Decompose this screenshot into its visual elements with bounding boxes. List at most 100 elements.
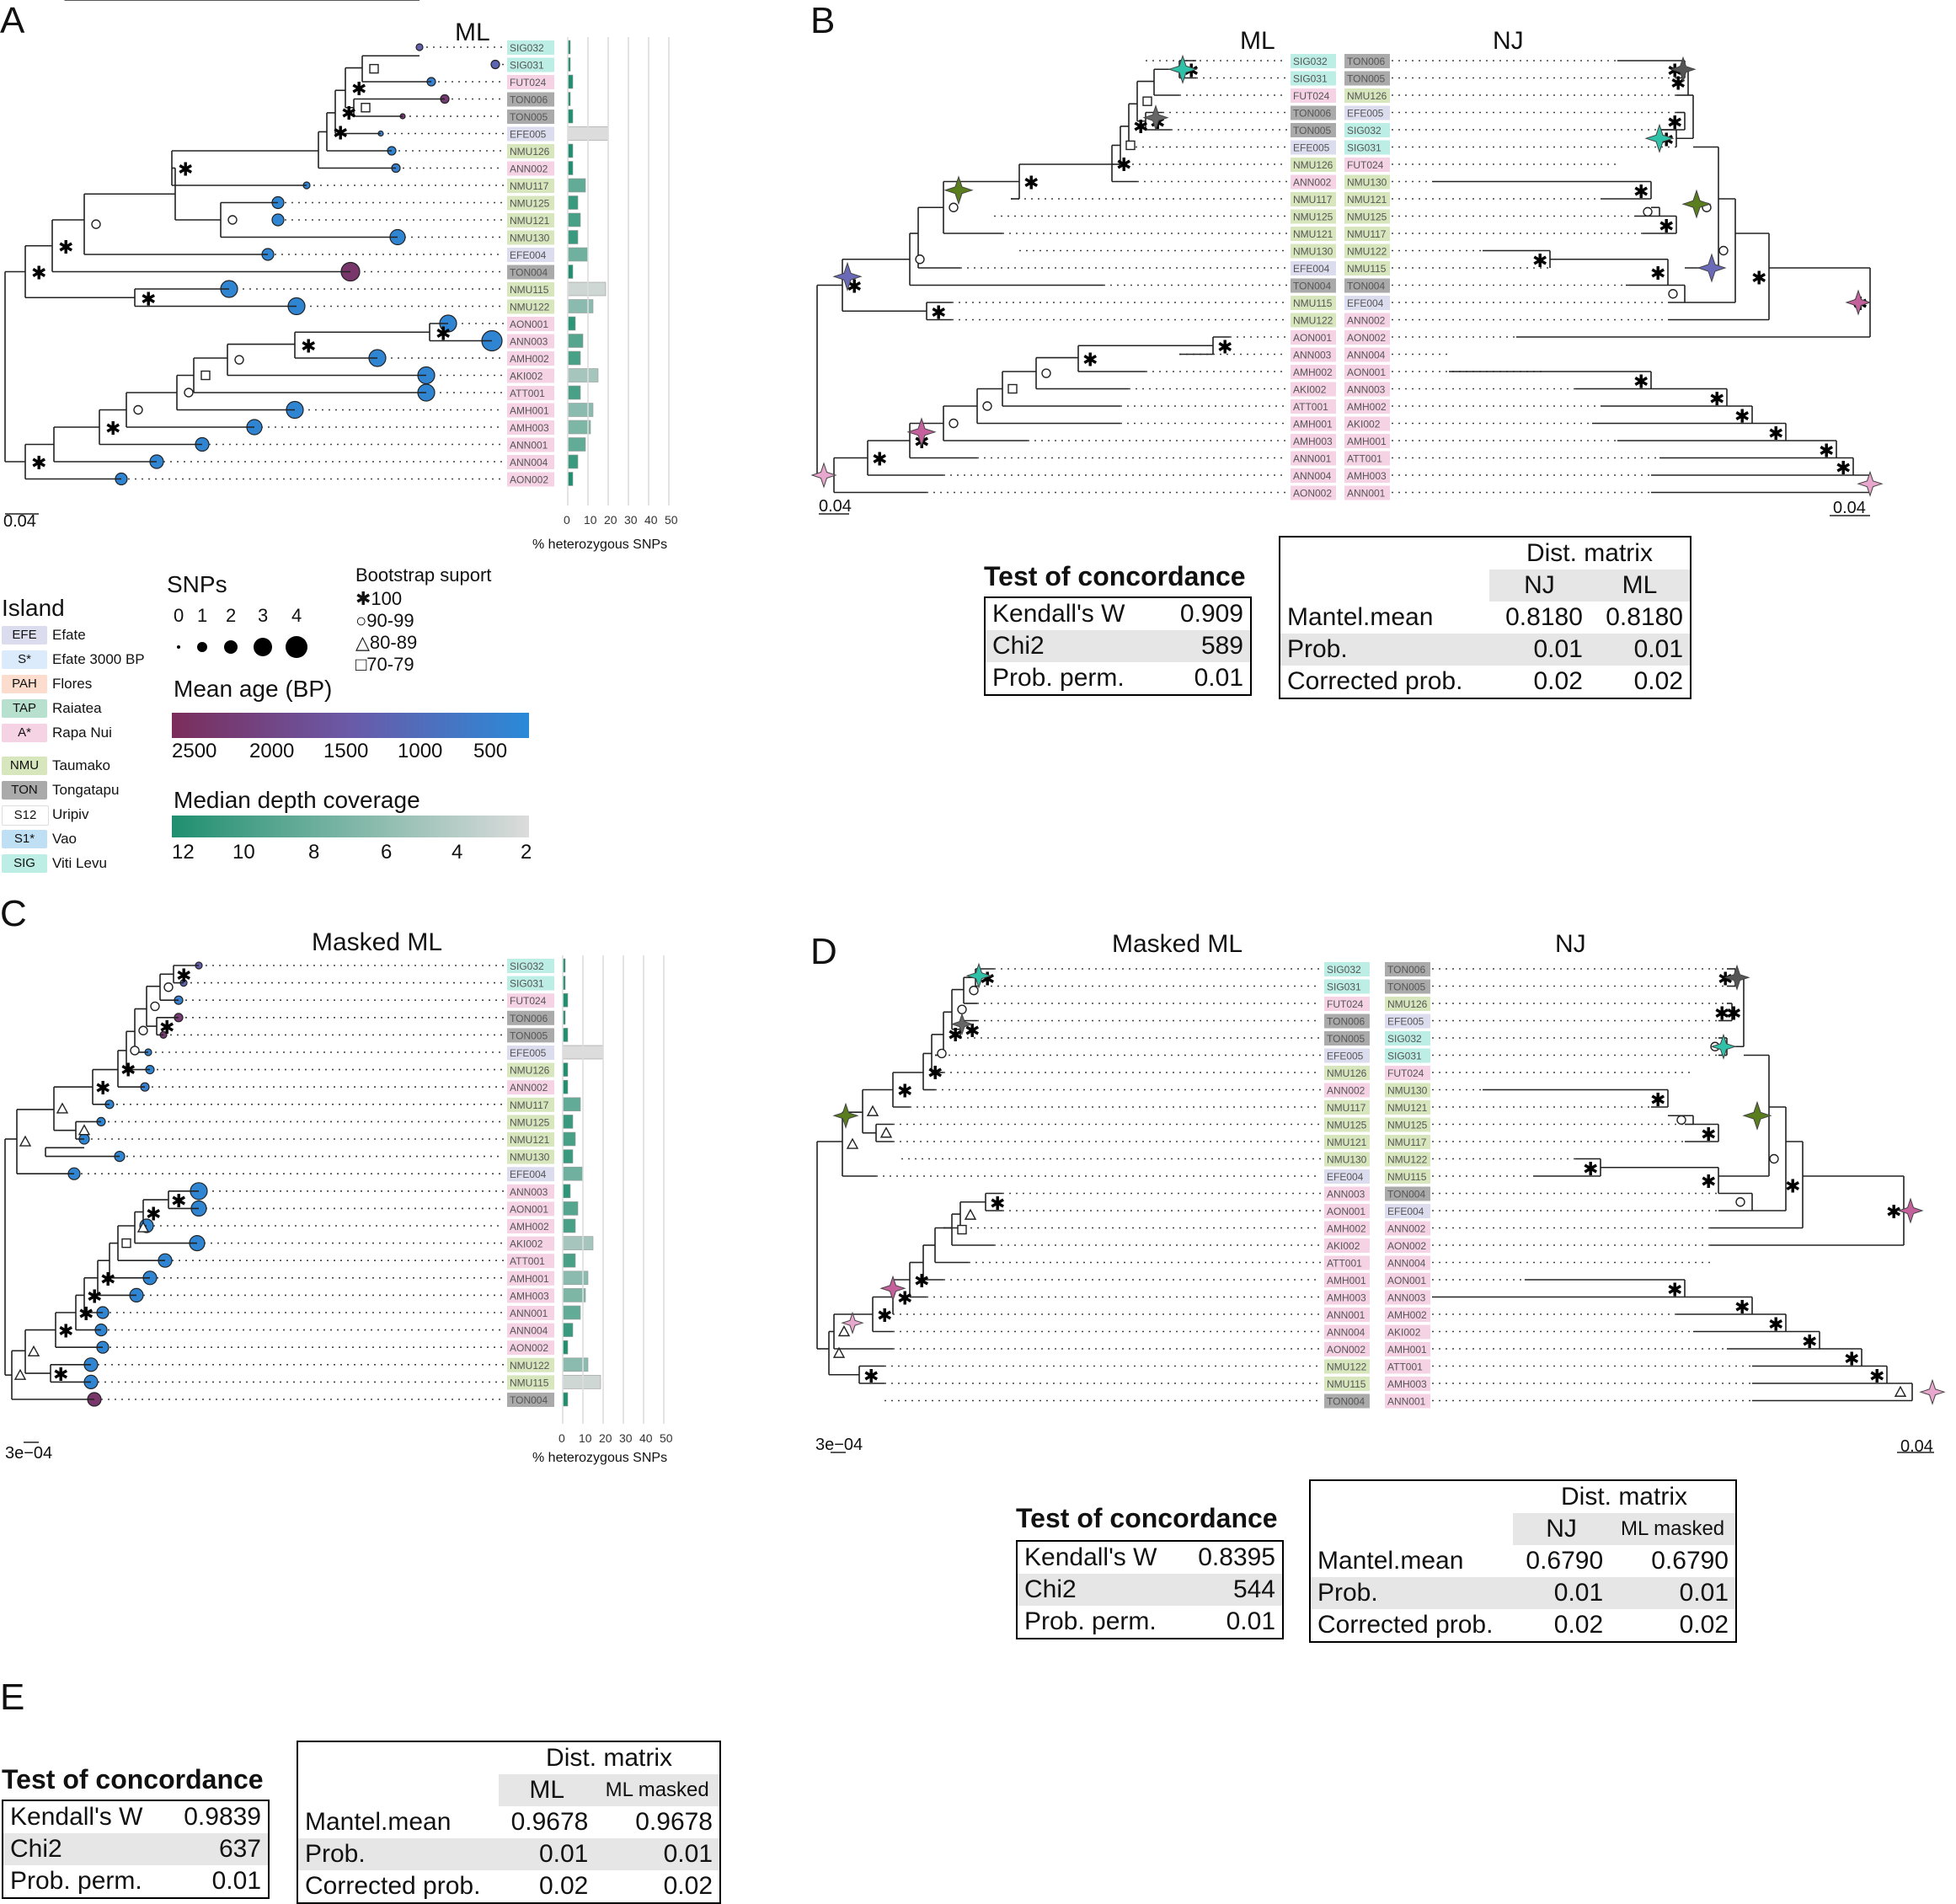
tree-b-right-tip-label: ANN003 (1347, 384, 1386, 396)
tree-b-left-tip-label: AMH003 (1293, 436, 1333, 447)
dist-e-col0: ML (499, 1774, 596, 1806)
tree-b-right-label-bg (1344, 278, 1390, 293)
tree-d-right-tip-label: TON005 (1387, 981, 1425, 993)
tree-b-left-bootstrap: ✱ (1133, 116, 1148, 137)
tree-c-bootstrap (56, 1102, 69, 1114)
het-axis-label-c: % heterozygous SNPs (532, 1451, 668, 1465)
tree-b-left-label-bg (1291, 227, 1336, 241)
dist-e-r0-c1: 0.9678 (635, 1808, 713, 1836)
tree-b-right-label-bg (1344, 296, 1390, 310)
tree-a-label-bg (507, 403, 554, 418)
snp-size-label: 4 (291, 605, 302, 626)
tree-d-star-rapa (879, 1275, 906, 1302)
island-code-swatch: S* (2, 650, 47, 669)
tree-b-left-label-bg (1291, 243, 1336, 259)
tree-c-bootstrap (19, 1135, 32, 1147)
tree-c-title: Masked ML (312, 928, 443, 956)
tree-a-tip-label: NMU130 (510, 233, 550, 244)
tree-c-label-bg (507, 1184, 554, 1199)
tree-b-left-bootstrap: ✱ (1023, 173, 1039, 194)
tree-b-left-label-bg (1291, 313, 1336, 328)
tree-d-right-label-bg (1385, 1342, 1430, 1356)
tree-a-bootstrap (184, 388, 194, 398)
het-bar-a (567, 472, 574, 486)
tree-a-label-bg (507, 179, 554, 193)
tree-b-right-tip-label: NMU126 (1347, 90, 1387, 102)
tree-a-tip-label: SIG031 (510, 60, 544, 72)
island-name: Viti Levu (52, 855, 107, 871)
tree-c-bootstrap: ✱ (120, 1060, 136, 1081)
tree-a-bootstrap (91, 219, 101, 229)
het-bar-a (567, 299, 594, 313)
tree-c-tip-label: AMH002 (510, 1221, 549, 1233)
tree-b-left-tip-label: FUT024 (1293, 90, 1330, 102)
tree-d-right-tip-label: ANN002 (1387, 1223, 1426, 1235)
dist-d-r0-c0: 0.6790 (1526, 1547, 1604, 1575)
tree-c-label-bg (507, 1062, 554, 1078)
tree-b-left-tip-label: SIG031 (1293, 73, 1328, 85)
tree-a-label-bg (507, 144, 554, 158)
conc-e-r1-val: 637 (166, 1833, 269, 1865)
het-bar-c (562, 1079, 569, 1094)
het-bar-a (567, 281, 607, 297)
tree-b-right-tip-label: NMU115 (1347, 263, 1387, 275)
tree-c-label-bg (507, 959, 554, 973)
snp-size-dot (286, 636, 307, 658)
tree-b-left-bootstrap (915, 254, 925, 265)
tree-c-tip-label: AKI002 (510, 1238, 543, 1250)
tree-d-right-tip-label: EFE004 (1387, 1206, 1424, 1217)
het-bar-c (562, 1218, 576, 1233)
tree-c-label-bg (507, 1080, 554, 1095)
het-bar-c (562, 1166, 584, 1181)
tree-b-left-tip-label: AMH002 (1293, 366, 1333, 378)
tree-c-bootstrap (13, 1368, 27, 1380)
depth-tick-label: 2 (521, 841, 532, 864)
snp-size-dot (177, 645, 180, 649)
tree-a-label-bg (507, 386, 554, 400)
tree-d-left-bootstrap: ✱ (914, 1270, 929, 1292)
snps-legend-title: SNPs (167, 571, 227, 597)
tree-b-right-tip-label: AON001 (1347, 366, 1386, 378)
tree-b-right-tip-label: AMH003 (1347, 470, 1387, 482)
tree-c-label-bg (507, 1357, 554, 1372)
tree-d-left-bootstrap (846, 1137, 859, 1149)
tree-c-tip-label: AMH001 (510, 1273, 549, 1285)
het-bar-a (567, 247, 589, 262)
tree-d-r-star-sig (1710, 1033, 1737, 1060)
tree-c-bootstrap (77, 1124, 91, 1136)
tree-a-label-bg (507, 248, 554, 262)
conc-e-r2-val: 0.01 (211, 1867, 261, 1895)
tree-b-left-label-bg (1291, 105, 1336, 120)
tree-d-left-tip-label: TON005 (1327, 1033, 1365, 1045)
tree-b-right-label-bg (1344, 451, 1390, 466)
tree-d-right-label-bg (1385, 962, 1430, 976)
dist-e-col1: ML masked (595, 1774, 720, 1806)
tree-c-bootstrap (150, 1001, 160, 1012)
tree-b-right-bootstrap: ✱ (1633, 371, 1649, 392)
tree-b-left-tip-label: TON006 (1293, 108, 1331, 120)
tree-c-tip-label: ANN002 (510, 1082, 548, 1094)
het-bar-a (567, 420, 591, 435)
tree-a-tip-label: TON006 (510, 94, 548, 106)
het-bar-c (562, 1184, 571, 1199)
tree-a-bootstrap: ✱ (58, 237, 73, 258)
age-tick-label: 1500 (323, 740, 369, 762)
tree-d-left-tip-label: AON002 (1327, 1344, 1365, 1356)
tree-d-left-label-bg (1324, 1100, 1370, 1115)
conc-d-r2-label: Prob. perm. (1024, 1607, 1157, 1635)
tree-b-right-label-bg (1344, 261, 1390, 275)
tree-d-right-label-bg (1385, 1083, 1430, 1098)
tree-b-right-bootstrap: ✱ (1532, 250, 1547, 271)
het-bar-c (562, 992, 569, 1008)
tree-a-label-bg (507, 265, 554, 280)
tree-d-left-bootstrap (964, 1208, 977, 1220)
tree-d-left-tip-label: EFE005 (1327, 1051, 1364, 1062)
tree-d-star-rapa2 (841, 1311, 864, 1334)
tree-c-bootstrap (163, 982, 174, 992)
tree-a-bootstrap: ✱ (31, 452, 46, 473)
het-bar-a (567, 437, 586, 452)
tree-d-left-tip-label: NMU117 (1327, 1102, 1366, 1114)
tree-b-left-tip-label: ANN002 (1293, 177, 1332, 189)
dist-b-r2-c1: 0.02 (1633, 667, 1683, 695)
het-bar-c (562, 1149, 574, 1163)
